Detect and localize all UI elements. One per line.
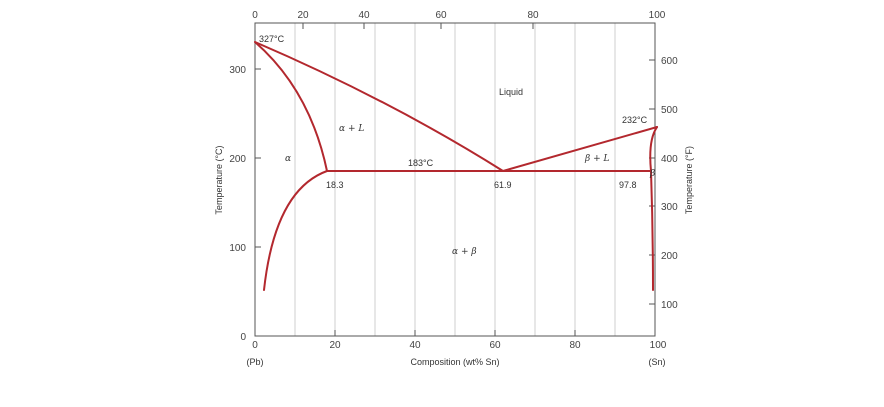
y-right-tick-label: 300 (661, 202, 678, 213)
x-top-tick-label: 20 (297, 10, 309, 21)
x-axis-title: Composition (wt% Sn) (410, 357, 499, 367)
x-top-tick-label: 0 (252, 10, 258, 21)
alpha-beta-region-label: α + β (452, 247, 477, 257)
beta-solidus-line (649, 126, 658, 172)
x-top-tick-label: 100 (649, 10, 666, 21)
x-tick-label: 20 (329, 340, 341, 351)
y-right-axis-title: Temperature (°F) (684, 146, 694, 214)
x-top-tick-label: 60 (435, 10, 447, 21)
y-right-tick-label: 400 (661, 154, 678, 165)
y-tick-label: 200 (229, 154, 246, 165)
x-tick-label: 60 (489, 340, 501, 351)
beta-region-label: β (649, 169, 655, 179)
grid (294, 23, 616, 336)
beta-solvus-line (650, 170, 654, 291)
beta-liquidus-line (502, 126, 658, 172)
x-tick-label: 80 (569, 340, 581, 351)
y-right-tick-label: 600 (661, 56, 678, 67)
x-top-tick-label: 80 (527, 10, 539, 21)
phase-boundaries (254, 41, 658, 291)
x-tick-label: 100 (650, 340, 667, 351)
alpha-solidus-line (254, 41, 328, 172)
alpha-liquid-region-label: α + L (339, 124, 364, 134)
alpha-region-label: α (285, 154, 291, 164)
y-tick-label: 100 (229, 243, 246, 254)
eutectic-composition-label: 61.9 (494, 180, 512, 190)
eutectic-temperature-label: 183°C (408, 158, 434, 168)
alpha-solvus-line (263, 170, 328, 291)
alpha-liquidus-line (254, 41, 504, 172)
x-top-tick-label: 40 (358, 10, 370, 21)
y-right-tick-label: 200 (661, 251, 678, 262)
x-tick-label: 40 (409, 340, 421, 351)
y-right-tick-label: 100 (661, 300, 678, 311)
y-tick-label: 0 (240, 332, 246, 343)
sn-melting-point-label: 232°C (622, 115, 648, 125)
x-top-axis-tick-labels: 0 20 40 60 80 100 (252, 10, 666, 21)
y-right-tick-label: 500 (661, 105, 678, 116)
x-tick-label: 0 (252, 340, 258, 351)
y-tick-label: 300 (229, 65, 246, 76)
x-axis-ticks (254, 330, 656, 336)
liquid-region-label: Liquid (499, 87, 523, 97)
y-right-axis-tick-labels: 100 200 300 400 500 600 (661, 56, 678, 311)
y-axis-ticks (255, 68, 261, 337)
x-axis-left-end-label: (Pb) (246, 357, 263, 367)
alpha-solubility-limit-label: 18.3 (326, 180, 344, 190)
x-axis-right-end-label: (Sn) (648, 357, 665, 367)
beta-solubility-limit-label: 97.8 (619, 180, 637, 190)
plot-frame (254, 22, 656, 337)
x-axis-tick-labels: 0 20 40 60 80 100 (252, 340, 667, 351)
y-axis-tick-labels: 0 100 200 300 (229, 65, 246, 343)
pb-melting-point-label: 327°C (259, 34, 285, 44)
beta-liquid-region-label: β + L (584, 154, 609, 164)
y-axis-title: Temperature (°C) (214, 145, 224, 214)
x-top-axis-ticks (254, 23, 656, 29)
